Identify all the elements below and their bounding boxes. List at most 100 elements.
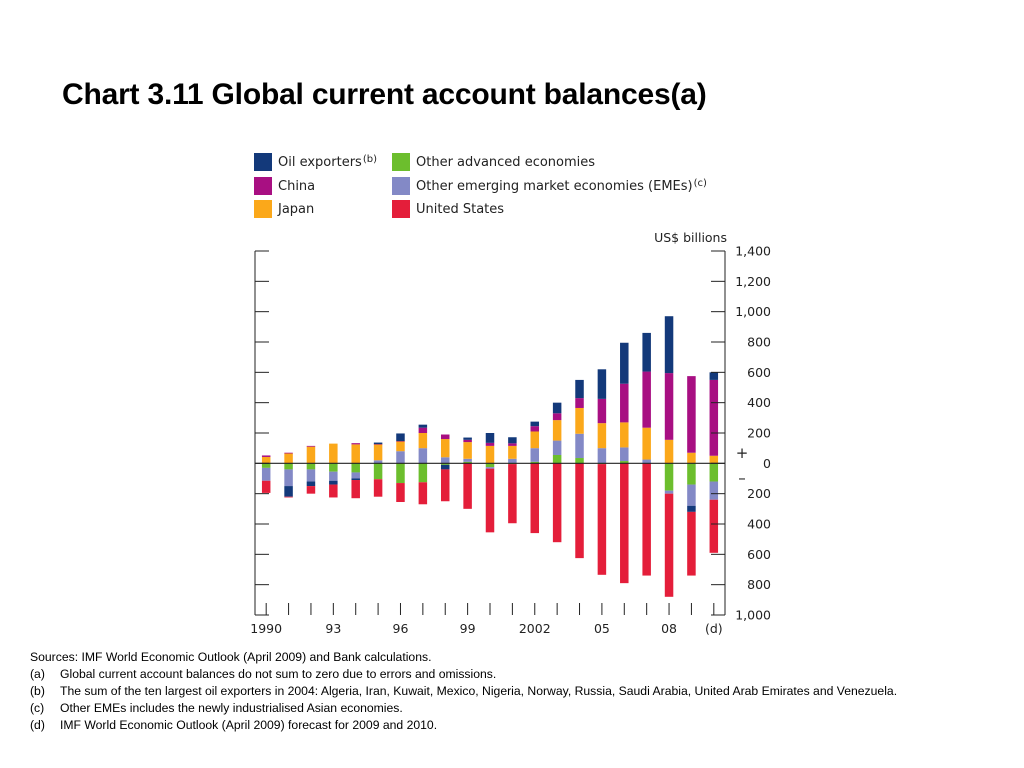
bar-segment xyxy=(687,452,696,464)
bar-segment xyxy=(440,463,450,465)
note-sources: Sources: IMF World Economic Outlook (Apr… xyxy=(30,649,990,666)
bars-group xyxy=(261,316,719,597)
bar-segment xyxy=(440,469,450,502)
bar-segment xyxy=(306,469,316,482)
bar-segment xyxy=(687,463,696,485)
bar-segment xyxy=(552,402,562,414)
legend-label-other-advanced: Other advanced economies xyxy=(416,154,596,170)
bar-segment xyxy=(709,372,719,380)
bar-segment xyxy=(575,433,584,459)
y-tick-label: 1,000 xyxy=(735,608,771,623)
bar-segment xyxy=(642,459,651,464)
bar-segment xyxy=(329,484,338,498)
y-axis-unit-label: US$ billions xyxy=(654,230,727,245)
x-tick-label: 93 xyxy=(325,621,341,636)
bar-segment xyxy=(418,463,428,483)
legend-item-united-states: United States xyxy=(392,199,504,219)
bar-segment xyxy=(440,464,450,470)
bar-segment xyxy=(284,486,293,497)
bar-segment xyxy=(508,437,517,444)
y-tick-label: 1,000 xyxy=(735,304,771,319)
bar-segment xyxy=(664,316,674,374)
y-tick-label: 400 xyxy=(747,517,771,532)
bar-segment xyxy=(687,484,696,506)
bar-segment xyxy=(530,463,540,534)
x-tick-label: 99 xyxy=(460,621,476,636)
bar-segment xyxy=(597,369,607,399)
legend-item-other-advanced: Other advanced economies xyxy=(392,152,595,172)
bar-segment xyxy=(530,431,540,449)
bar-segment xyxy=(485,467,495,469)
bar-segment xyxy=(709,481,719,500)
bar-segment xyxy=(642,463,651,576)
bar-segment xyxy=(329,463,338,472)
note-sources-text: Sources: IMF World Economic Outlook (Apr… xyxy=(30,650,432,664)
y-tick-label: 600 xyxy=(747,547,771,562)
bar-segment xyxy=(351,443,360,445)
bar-segment xyxy=(284,463,293,470)
bar-segment xyxy=(351,444,360,464)
bar-segment xyxy=(709,455,719,464)
legend-sup-other-emes: (c) xyxy=(693,178,707,189)
y-tick-label: 200 xyxy=(747,486,771,501)
bar-segment xyxy=(620,447,629,462)
y-axis-ticks: 1,400 1,200 1,000 800 600 400 200 0 200 400 600 800… xyxy=(255,244,771,623)
bar-segment xyxy=(373,460,383,464)
bar-segment xyxy=(373,442,383,445)
x-tick-label: 05 xyxy=(594,621,610,636)
bar-segment xyxy=(463,461,472,464)
note-d-text: IMF World Economic Outlook (April 2009) … xyxy=(60,718,438,732)
bar-segment xyxy=(552,413,562,421)
bar-segment xyxy=(664,490,674,494)
note-a: (a) Global current account balances do n… xyxy=(30,666,990,683)
bar-segment xyxy=(418,424,428,428)
bar-segment xyxy=(440,434,450,440)
bar-segment xyxy=(530,426,540,432)
bar-segment xyxy=(597,398,607,424)
bar-segment xyxy=(575,458,584,464)
note-b: (b) The sum of the ten largest oil expor… xyxy=(30,683,990,700)
bar-segment xyxy=(329,471,338,481)
note-d-mark: (d) xyxy=(30,718,45,732)
bar-segment xyxy=(306,481,316,487)
bar-segment xyxy=(575,407,584,434)
bar-segment xyxy=(620,463,629,584)
positive-sign-label: + xyxy=(736,444,749,462)
bar-segment xyxy=(396,433,405,442)
legend-swatch-oil-exporters xyxy=(254,153,272,171)
bar-segment xyxy=(597,464,607,575)
legend-swatch-other-emes xyxy=(392,177,410,195)
negative-sign-label: – xyxy=(738,469,746,487)
note-b-text: The sum of the ten largest oil exporters… xyxy=(60,684,898,698)
bar-segment xyxy=(552,440,562,455)
x-axis-ticks: 1990 93 96 99 2002 05 08 (d) xyxy=(250,603,723,636)
bar-segment xyxy=(485,442,495,446)
stacked-bar-chart: US$ billions 1,400 1,200 1,000 800 600 400 200… xyxy=(250,230,771,636)
chart-notes: Sources: IMF World Economic Outlook (Apr… xyxy=(30,649,990,734)
bar-segment xyxy=(508,445,517,459)
bar-segment xyxy=(597,423,607,449)
bar-segment xyxy=(463,458,472,462)
legend-swatch-other-advanced xyxy=(392,153,410,171)
x-tick-label: 2002 xyxy=(519,621,551,636)
bar-segment xyxy=(373,479,383,497)
bar-segment xyxy=(463,437,472,440)
bar-segment xyxy=(396,441,405,452)
bar-segment xyxy=(329,443,338,464)
bar-segment xyxy=(463,442,472,459)
note-a-text: Global current account balances do not s… xyxy=(60,667,497,681)
note-c: (c) Other EMEs includes the newly indust… xyxy=(30,700,990,717)
bar-segment xyxy=(396,483,405,503)
legend-label-united-states: United States xyxy=(416,201,505,217)
legend-label-other-emes: Other emerging market economies (EMEs) xyxy=(416,179,693,194)
y-tick-label: 400 xyxy=(747,395,771,410)
bar-segment xyxy=(418,482,428,505)
bar-segment xyxy=(709,499,719,553)
bar-segment xyxy=(620,383,629,423)
bar-segment xyxy=(351,480,360,499)
bar-segment xyxy=(687,376,696,453)
bar-segment xyxy=(261,456,271,464)
bar-segment xyxy=(261,463,271,468)
bar-segment xyxy=(664,373,674,440)
legend-swatch-united-states xyxy=(392,200,410,218)
